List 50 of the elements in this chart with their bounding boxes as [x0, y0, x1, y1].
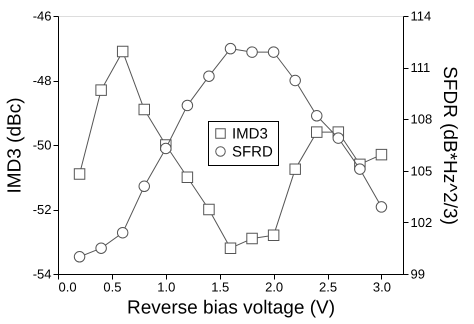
point [246, 46, 258, 58]
legend-label: IMD3 [232, 126, 268, 142]
x-tick-label: 1.0 [157, 280, 176, 294]
point [376, 148, 388, 160]
point [182, 172, 194, 183]
point [182, 100, 194, 112]
y2-tick-label: 108 [410, 112, 432, 127]
x-tick-label: 2.5 [318, 280, 338, 294]
point [224, 42, 236, 54]
point [311, 110, 322, 122]
point [74, 168, 86, 180]
x-tick-label: 3.0 [372, 280, 391, 294]
point [376, 201, 388, 213]
y-tick-label: -48 [32, 73, 52, 88]
y-tick-label: -46 [32, 8, 52, 24]
point [332, 132, 344, 144]
y2-tick-label: 102 [410, 214, 432, 230]
point [311, 126, 322, 138]
x-tick-label: 2.0 [265, 280, 284, 294]
x-tick-label: 1.5 [211, 280, 230, 294]
point [203, 70, 215, 82]
point [289, 163, 301, 175]
x-tick-label: 0.0 [58, 280, 77, 294]
y-tick-label: -52 [32, 202, 52, 217]
point [116, 226, 128, 238]
x-tick-label: 0.5 [103, 280, 122, 294]
point [95, 242, 107, 254]
point [160, 142, 172, 154]
point [354, 163, 366, 175]
point [289, 74, 301, 86]
y2-tick-label: 105 [410, 163, 432, 178]
y-tick-label: -54 [32, 266, 52, 282]
point [138, 180, 150, 192]
y2-axis-title: SFDR (dB*Hz^2/3) [439, 66, 460, 225]
point [224, 242, 236, 254]
legend-label: SFRD [232, 144, 273, 160]
point [246, 232, 258, 244]
y2-tick-label: 99 [410, 266, 425, 282]
y-tick-label: -50 [32, 138, 52, 152]
point [268, 230, 280, 242]
point [138, 104, 150, 116]
point [203, 204, 215, 216]
point [95, 84, 107, 96]
y2-tick-label: 114 [410, 8, 432, 24]
point [268, 46, 280, 58]
x-axis-title: Reverse bias voltage (V) [126, 298, 336, 318]
y2-tick-label: 111 [410, 60, 430, 76]
y-axis-title: IMD3 (dBc) [4, 97, 26, 194]
point [116, 46, 128, 58]
point [74, 251, 86, 263]
